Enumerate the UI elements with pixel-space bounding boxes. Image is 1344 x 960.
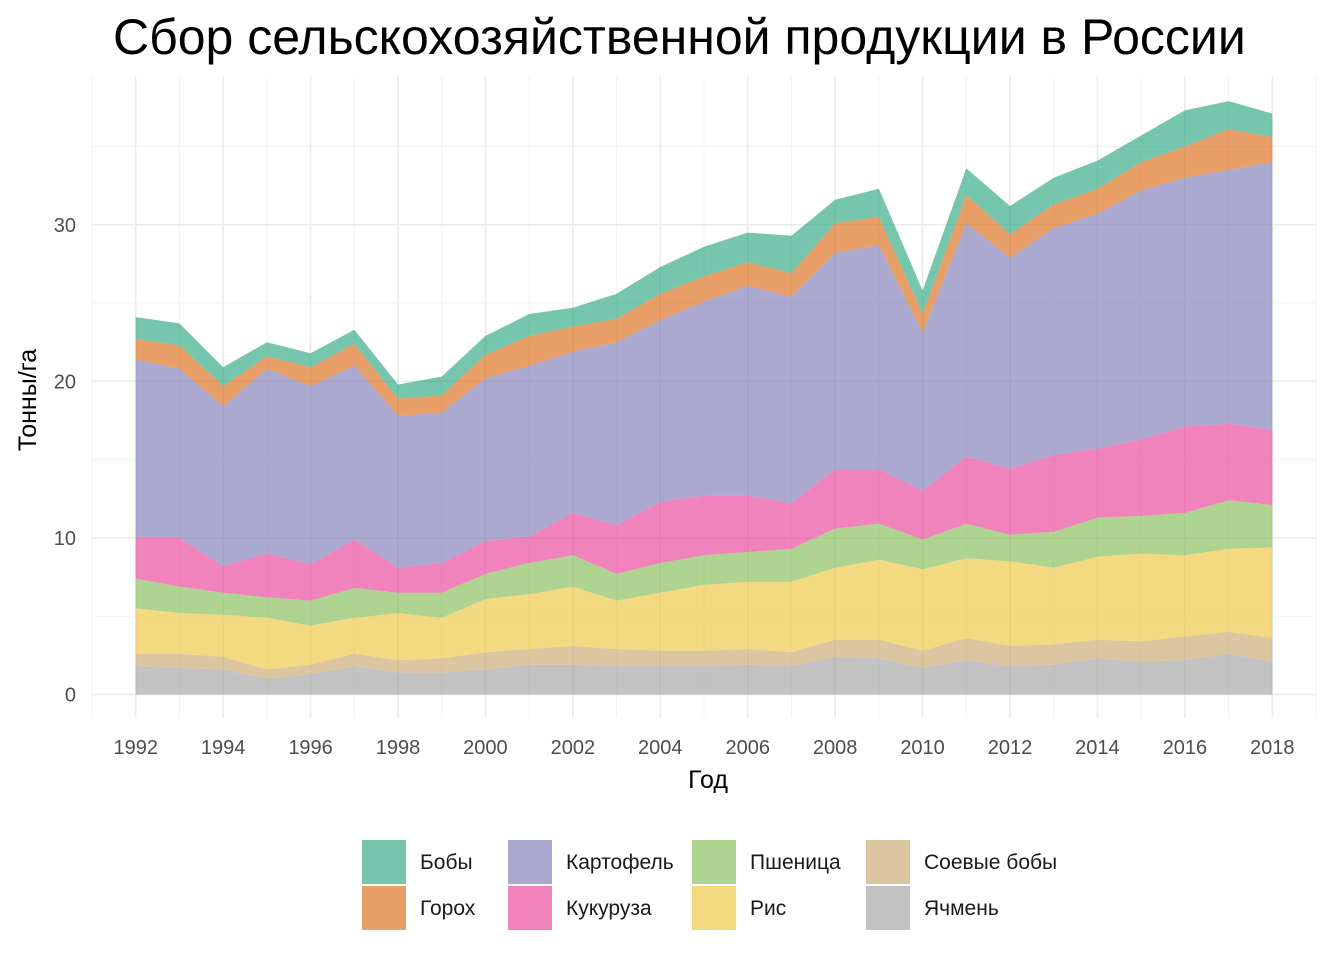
legend-swatch-Рис: [692, 886, 736, 930]
x-axis-ticks: 1992 1994 1996 1998 2000 2002 2004 2006 2008 2010…: [113, 737, 1294, 759]
legend-swatch-Ячмень: [866, 886, 910, 930]
x-axis-title: Год: [688, 766, 728, 794]
area-Горох: [135, 129, 1273, 416]
legend-label-Кукуруза: Кукуруза: [566, 897, 652, 920]
legend-label-Соевые бобы: Соевые бобы: [924, 851, 1057, 874]
x-tick-label: 2002: [551, 737, 596, 759]
area-Картофель: [135, 162, 1273, 568]
x-tick-label: 2018: [1250, 737, 1295, 759]
legend-label-Картофель: Картофель: [566, 851, 674, 874]
legend-swatch-Пшеница: [692, 840, 736, 884]
area-Рис: [135, 547, 1273, 670]
x-tick-label: 2004: [638, 737, 683, 759]
area-series: [135, 101, 1273, 695]
x-tick-label: 2010: [900, 737, 945, 759]
chart-title: Сбор сельскохозяйственной продукции в Ро…: [113, 9, 1246, 65]
legend-swatch-Кукуруза: [508, 886, 552, 930]
y-axis-title: Тонны/га: [14, 349, 42, 451]
y-tick-label: 0: [65, 685, 76, 707]
area-Кукуруза: [135, 423, 1273, 601]
y-axis-ticks: 0 10 20 30: [54, 215, 76, 707]
legend-swatch-Горох: [362, 886, 406, 930]
legend: Бобы Горох Картофель Кукуруза Пшеница Рис Соев…: [362, 840, 1057, 930]
x-tick-label: 2008: [813, 737, 858, 759]
area-Соевые бобы: [135, 631, 1273, 679]
legend-swatch-Бобы: [362, 840, 406, 884]
x-tick-label: 1998: [376, 737, 421, 759]
legend-label-Рис: Рис: [750, 897, 786, 920]
legend-label-Пшеница: Пшеница: [750, 851, 841, 874]
x-tick-label: 2016: [1163, 737, 1208, 759]
x-tick-label: 2012: [988, 737, 1033, 759]
x-tick-label: 1994: [201, 737, 246, 759]
x-tick-label: 1992: [113, 737, 158, 759]
x-tick-label: 2000: [463, 737, 508, 759]
x-tick-label: 2014: [1075, 737, 1120, 759]
area-Пшеница: [135, 500, 1273, 626]
x-tick-label: 1996: [288, 737, 333, 759]
y-tick-label: 30: [54, 215, 76, 237]
legend-label-Ячмень: Ячмень: [924, 897, 999, 920]
y-tick-label: 20: [54, 371, 76, 393]
legend-swatch-Соевые бобы: [866, 840, 910, 884]
area-Бобы: [135, 101, 1273, 399]
legend-swatch-Картофель: [508, 840, 552, 884]
x-tick-label: 2006: [725, 737, 770, 759]
legend-label-Бобы: Бобы: [420, 851, 473, 874]
area-Ячмень: [135, 653, 1273, 695]
legend-label-Горох: Горох: [420, 897, 476, 920]
y-tick-label: 10: [54, 528, 76, 550]
